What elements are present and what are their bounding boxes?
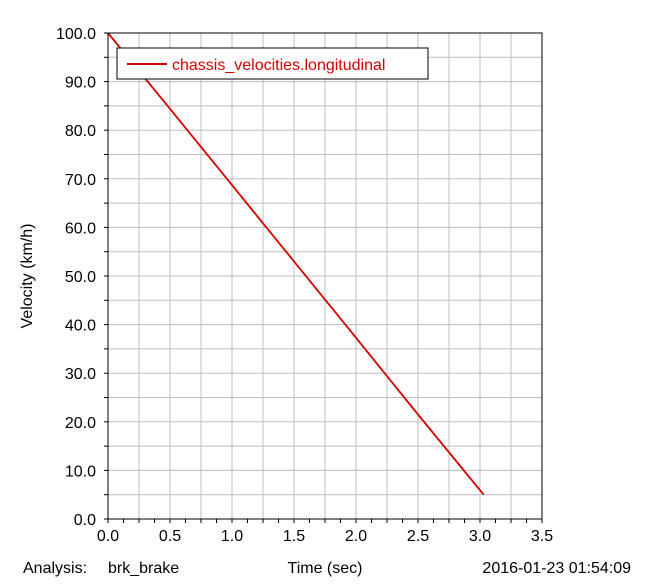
x-axis-title: Time (sec) [288, 560, 363, 577]
x-tick-label: 1.0 [221, 528, 243, 545]
x-tick-label: 2.5 [407, 528, 429, 545]
x-tick-label: 3.5 [531, 528, 553, 545]
y-tick-label: 40.0 [65, 318, 96, 335]
x-tick-label: 1.5 [283, 528, 305, 545]
y-tick-label: 80.0 [65, 123, 96, 140]
y-tick-label: 50.0 [65, 269, 96, 286]
y-tick-label: 10.0 [65, 463, 96, 480]
footer: Analysis: brk_brake Time (sec) 2016-01-2… [23, 560, 631, 577]
analysis-label: Analysis: [23, 560, 87, 577]
y-axis-title: Velocity (km/h) [19, 224, 36, 329]
x-tick-label: 0.5 [159, 528, 181, 545]
series-line [107, 32, 485, 496]
y-tick-label: 30.0 [65, 366, 96, 383]
x-tick-labels: 0.0 0.5 1.0 1.5 2.0 2.5 3.0 3.5 [97, 528, 553, 545]
x-tick-label: 3.0 [469, 528, 491, 545]
analysis-name: brk_brake [108, 560, 179, 577]
y-tick-label: 20.0 [65, 415, 96, 432]
series-layer [107, 32, 485, 496]
minor-ticks [104, 32, 543, 523]
y-tick-label: 60.0 [65, 220, 96, 237]
timestamp: 2016-01-23 01:54:09 [482, 560, 631, 577]
y-tick-label: 100.0 [56, 26, 96, 43]
x-tick-label: 0.0 [97, 528, 119, 545]
y-tick-label: 0.0 [74, 512, 96, 529]
grid [108, 33, 542, 519]
y-tick-label: 70.0 [65, 172, 96, 189]
x-tick-label: 2.0 [345, 528, 367, 545]
legend-box [116, 47, 429, 80]
legend-label: chassis_velocities.longitudinal [172, 57, 385, 74]
y-tick-labels: 0.0 10.0 20.0 30.0 40.0 50.0 60.0 70.0 80.0 90.0 1… [56, 26, 96, 529]
legend: chassis_velocities.longitudinal [116, 47, 429, 80]
y-tick-label: 90.0 [65, 75, 96, 92]
plot-frame [107, 32, 543, 520]
